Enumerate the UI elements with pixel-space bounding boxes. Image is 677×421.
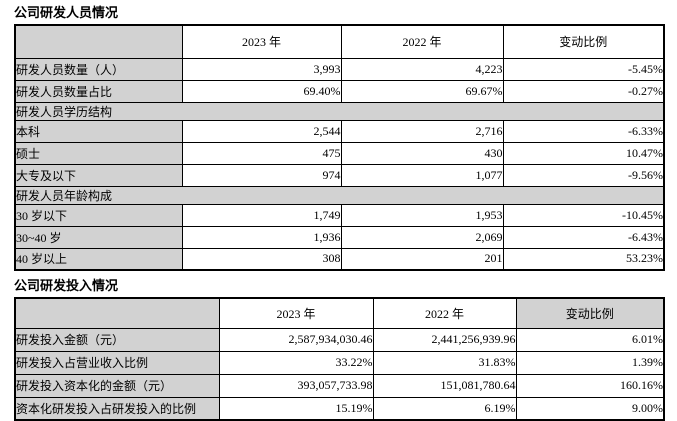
column-header-2022: 2022 年	[372, 297, 517, 329]
section-label: 研发人员年龄构成	[14, 185, 665, 205]
value-2023: 15.19%	[218, 396, 374, 421]
row-label: 研发投入资本化的金额（元）	[14, 373, 220, 398]
row-label: 30 岁以下	[14, 203, 183, 227]
value-2023: 475	[181, 141, 342, 165]
value-2023: 393,057,733.98	[218, 373, 374, 398]
table-header-row: 2023 年 2022 年 变动比例	[14, 24, 665, 59]
section-label: 研发人员学历结构	[14, 101, 665, 121]
value-change: -9.56%	[502, 163, 665, 187]
value-change: -0.27%	[502, 79, 665, 103]
value-2022: 430	[340, 141, 504, 165]
row-label: 30~40 岁	[14, 225, 183, 249]
table-row: 研发人员数量（人） 3,993 4,223 -5.45%	[14, 57, 665, 81]
row-label: 资本化研发投入占研发投入的比例	[14, 396, 220, 421]
value-2022: 2,069	[340, 225, 504, 249]
value-2023: 974	[181, 163, 342, 187]
investment-section-title: 公司研发投入情况	[14, 278, 119, 293]
value-2022: 4,223	[340, 57, 504, 81]
value-change: -5.45%	[502, 57, 665, 81]
table-row: 研发投入占营业收入比例 33.22% 31.83% 1.39%	[14, 350, 665, 375]
value-2023: 33.22%	[218, 350, 374, 375]
table-row: 30~40 岁 1,936 2,069 -6.43%	[14, 225, 665, 249]
value-2023: 2,587,934,030.46	[218, 327, 374, 352]
table-row: 研发投入金额（元） 2,587,934,030.46 2,441,256,939.9…	[14, 327, 665, 352]
column-header-2022: 2022 年	[340, 24, 504, 59]
value-2022: 151,081,780.64	[372, 373, 517, 398]
table-row: 硕士 475 430 10.47%	[14, 141, 665, 165]
row-label: 本科	[14, 119, 183, 143]
value-2022: 69.67%	[340, 79, 504, 103]
rnd-personnel-table: 2023 年 2022 年 变动比例 研发人员数量（人） 3,993 4,223 -5…	[14, 24, 665, 271]
table-row: 研发投入资本化的金额（元） 393,057,733.98 151,081,780.6…	[14, 373, 665, 398]
value-change: -6.43%	[502, 225, 665, 249]
value-2023: 1,749	[181, 203, 342, 227]
value-change: 1.39%	[515, 350, 665, 375]
value-2022: 201	[340, 247, 504, 271]
value-2023: 3,993	[181, 57, 342, 81]
value-2022: 1,077	[340, 163, 504, 187]
column-header-change: 变动比例	[515, 297, 665, 329]
personnel-section-title: 公司研发人员情况	[14, 5, 119, 20]
value-2023: 69.40%	[181, 79, 342, 103]
column-header-change: 变动比例	[502, 24, 665, 59]
value-change: 10.47%	[502, 141, 665, 165]
value-2022: 31.83%	[372, 350, 517, 375]
table-row: 本科 2,544 2,716 -6.33%	[14, 119, 665, 143]
value-2023: 2,544	[181, 119, 342, 143]
table-row: 大专及以下 974 1,077 -9.56%	[14, 163, 665, 187]
corner-header-cell	[14, 24, 183, 59]
value-change: -6.33%	[502, 119, 665, 143]
section-row: 研发人员年龄构成	[14, 185, 665, 205]
row-label: 40 岁以上	[14, 247, 183, 271]
value-change: 6.01%	[515, 327, 665, 352]
value-2022: 2,716	[340, 119, 504, 143]
value-change: 9.00%	[515, 396, 665, 421]
value-2022: 2,441,256,939.96	[372, 327, 517, 352]
value-2022: 1,953	[340, 203, 504, 227]
row-label: 研发投入占营业收入比例	[14, 350, 220, 375]
table-header-row: 2023 年 2022 年 变动比例	[14, 297, 665, 329]
table-row: 40 岁以上 308 201 53.23%	[14, 247, 665, 271]
row-label: 研发人员数量占比	[14, 79, 183, 103]
column-header-2023: 2023 年	[218, 297, 374, 329]
row-label: 大专及以下	[14, 163, 183, 187]
section-row: 研发人员学历结构	[14, 101, 665, 121]
value-2023: 1,936	[181, 225, 342, 249]
row-label: 研发投入金额（元）	[14, 327, 220, 352]
table-row: 研发人员数量占比 69.40% 69.67% -0.27%	[14, 79, 665, 103]
value-2022: 6.19%	[372, 396, 517, 421]
row-label: 硕士	[14, 141, 183, 165]
value-change: 53.23%	[502, 247, 665, 271]
table-row: 30 岁以下 1,749 1,953 -10.45%	[14, 203, 665, 227]
table-row: 资本化研发投入占研发投入的比例 15.19% 6.19% 9.00%	[14, 396, 665, 421]
row-label: 研发人员数量（人）	[14, 57, 183, 81]
rnd-investment-table: 2023 年 2022 年 变动比例 研发投入金额（元） 2,587,934,03…	[14, 297, 665, 421]
value-2023: 308	[181, 247, 342, 271]
value-change: -10.45%	[502, 203, 665, 227]
value-change: 160.16%	[515, 373, 665, 398]
column-header-2023: 2023 年	[181, 24, 342, 59]
corner-header-cell	[14, 297, 220, 329]
